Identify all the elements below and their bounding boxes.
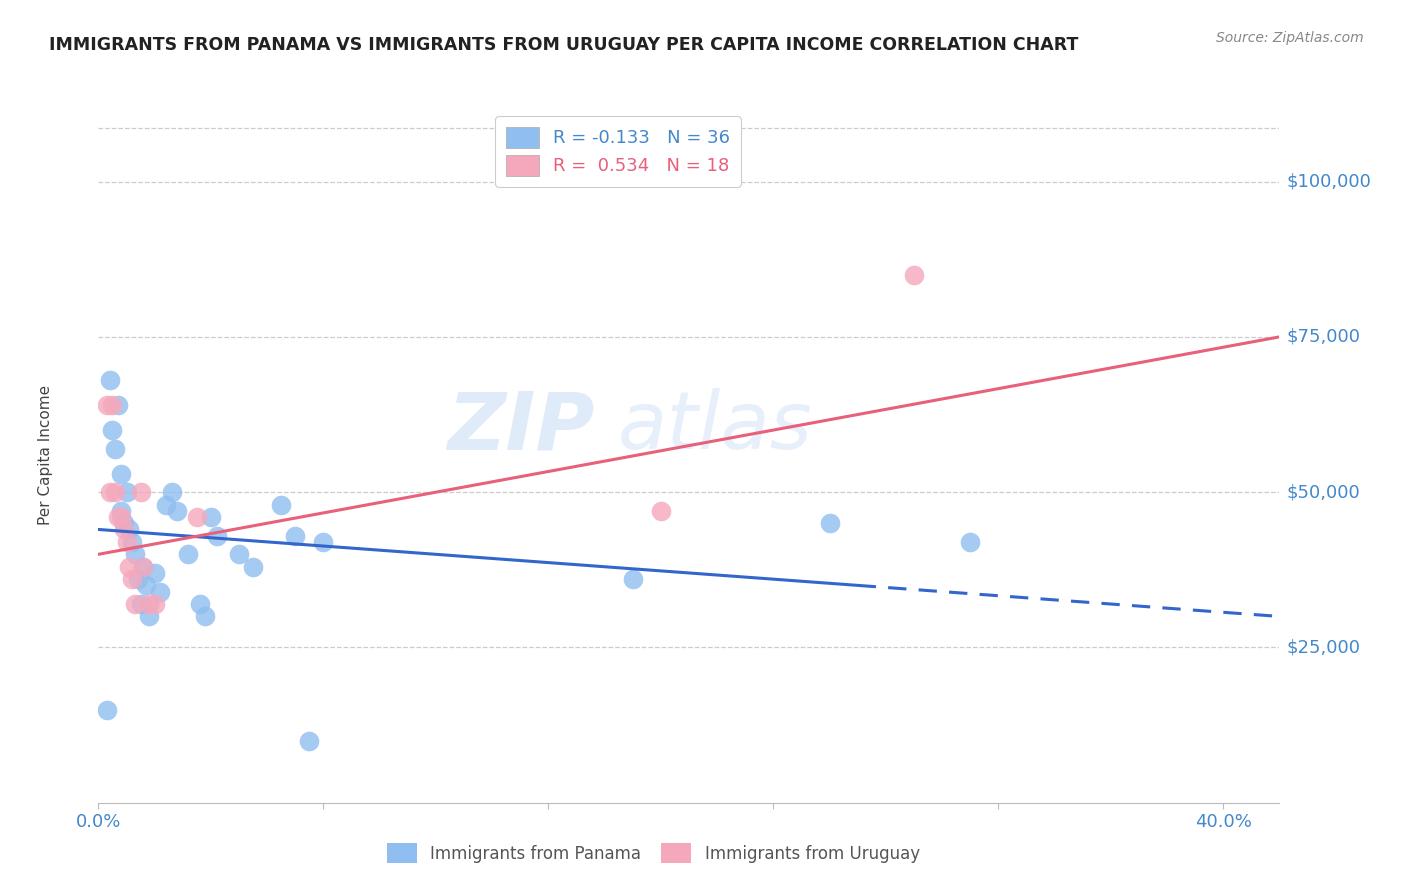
Point <box>166 504 188 518</box>
Point <box>115 534 138 549</box>
Point <box>121 572 143 586</box>
Point <box>110 504 132 518</box>
Point <box>129 485 152 500</box>
Point <box>818 516 841 531</box>
Point <box>104 485 127 500</box>
Point <box>177 547 200 561</box>
Point <box>112 523 135 537</box>
Point <box>312 534 335 549</box>
Point <box>124 597 146 611</box>
Text: atlas: atlas <box>619 388 813 467</box>
Point <box>160 485 183 500</box>
Point <box>298 733 321 747</box>
Point <box>110 467 132 481</box>
Point <box>121 534 143 549</box>
Point <box>188 597 211 611</box>
Text: $50,000: $50,000 <box>1286 483 1360 501</box>
Point <box>959 534 981 549</box>
Point <box>115 485 138 500</box>
Point <box>138 609 160 624</box>
Point <box>110 510 132 524</box>
Point <box>104 442 127 456</box>
Point <box>205 529 228 543</box>
Point <box>149 584 172 599</box>
Point <box>96 703 118 717</box>
Point <box>228 547 250 561</box>
Point <box>143 597 166 611</box>
Point <box>284 529 307 543</box>
Point <box>107 510 129 524</box>
Point <box>98 485 121 500</box>
Point <box>112 516 135 531</box>
Point <box>650 504 672 518</box>
Point <box>96 398 118 412</box>
Text: $25,000: $25,000 <box>1286 639 1361 657</box>
Point <box>127 572 149 586</box>
Text: $75,000: $75,000 <box>1286 328 1361 346</box>
Point <box>132 559 155 574</box>
Point <box>135 578 157 592</box>
Point <box>903 268 925 282</box>
Point <box>242 559 264 574</box>
Point <box>186 510 208 524</box>
Point <box>101 398 124 412</box>
Point <box>118 523 141 537</box>
Point <box>270 498 292 512</box>
Point <box>132 559 155 574</box>
Text: IMMIGRANTS FROM PANAMA VS IMMIGRANTS FROM URUGUAY PER CAPITA INCOME CORRELATION : IMMIGRANTS FROM PANAMA VS IMMIGRANTS FRO… <box>49 36 1078 54</box>
Point <box>124 547 146 561</box>
Point <box>138 597 160 611</box>
Text: ZIP: ZIP <box>447 388 595 467</box>
Text: Per Capita Income: Per Capita Income <box>38 384 53 525</box>
Point <box>200 510 222 524</box>
Point <box>155 498 177 512</box>
Legend: Immigrants from Panama, Immigrants from Uruguay: Immigrants from Panama, Immigrants from … <box>378 835 928 871</box>
Point <box>194 609 217 624</box>
Point <box>118 559 141 574</box>
Text: Source: ZipAtlas.com: Source: ZipAtlas.com <box>1216 31 1364 45</box>
Text: $100,000: $100,000 <box>1286 172 1371 191</box>
Point <box>101 423 124 437</box>
Point <box>621 572 644 586</box>
Point <box>129 597 152 611</box>
Point <box>143 566 166 580</box>
Point <box>107 398 129 412</box>
Point <box>98 373 121 387</box>
